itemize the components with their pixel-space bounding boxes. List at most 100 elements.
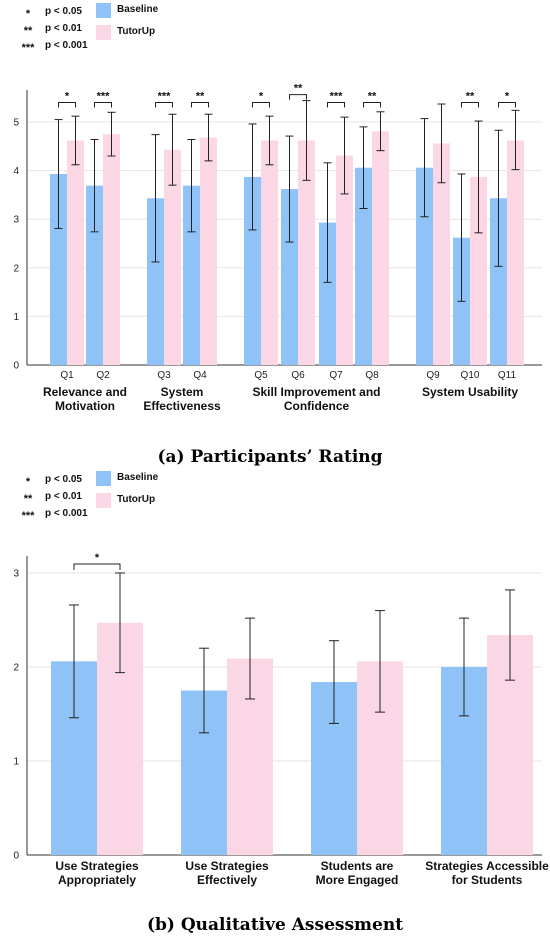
legend-pvalue-label: p < 0.05 [45,6,82,17]
legend-series-label: TutorUp [117,26,155,37]
group-label: System Usability [422,385,518,399]
significance-bracket [327,102,345,108]
bar-baseline [355,167,372,365]
significance-bracket [94,102,112,108]
bar-tutorup [507,140,524,365]
legend-pvalue-label: p < 0.01 [45,491,82,502]
bar-baseline [319,222,336,365]
x-category-label: Effectively [197,873,257,887]
significance-stars: ** [294,83,303,95]
legend-pvalue-label: p < 0.001 [45,40,88,51]
significance-stars: * [65,91,70,103]
x-tick-label: Q9 [426,370,440,381]
y-tick-label: 1 [13,312,19,323]
bar-baseline [416,167,433,365]
legend-series-label: TutorUp [117,494,155,505]
y-tick-label: 5 [13,118,19,129]
bar-tutorup [261,140,278,365]
significance-bracket [363,102,381,108]
x-tick-label: Q3 [157,370,171,381]
y-tick-label: 2 [13,663,19,674]
group-label: Motivation [55,399,115,413]
x-category-label: Appropriately [58,873,136,887]
bar-baseline [244,176,261,365]
bar-baseline [281,189,298,365]
legend-series-label: Baseline [117,472,159,483]
y-tick-label: 3 [13,215,19,226]
bar-baseline [50,174,67,365]
x-tick-label: Q4 [193,370,207,381]
legend-swatch-tutorup [96,493,111,508]
legend-stars: * [26,476,31,488]
significance-stars: ** [368,91,377,103]
significance-stars: * [259,91,264,103]
significance-stars: ** [466,91,475,103]
x-tick-label: Q11 [498,370,517,381]
significance-bracket [498,102,516,108]
group-label: Effectiveness [143,399,221,413]
bar-tutorup [433,143,450,365]
x-tick-label: Q2 [96,370,110,381]
legend-stars: * [26,8,31,20]
x-tick-label: Q7 [329,370,343,381]
significance-bracket [461,102,479,108]
group-label: Relevance and [43,385,127,399]
group-label: System [161,385,204,399]
y-tick-label: 4 [13,166,19,177]
x-tick-label: Q1 [60,370,74,381]
bar-baseline [490,198,507,365]
x-tick-label: Q10 [461,370,480,381]
significance-bracket [289,94,307,100]
x-tick-label: Q6 [291,370,305,381]
y-tick-label: 0 [13,851,19,862]
caption-participants-rating: (a) Participants’ Rating [157,447,382,467]
legend-pvalue-label: p < 0.05 [45,474,82,485]
x-tick-label: Q8 [365,370,379,381]
bar-tutorup [103,134,120,365]
legend-swatch-tutorup [96,25,111,40]
legend-stars: ** [24,25,33,37]
significance-bracket [58,102,76,108]
bar-tutorup [336,155,353,365]
bar-baseline [183,185,200,365]
legend-swatch-baseline [96,471,111,486]
y-tick-label: 0 [13,361,19,372]
x-category-label: Students are [321,859,394,873]
y-tick-label: 3 [13,569,19,580]
legend-stars: ** [24,493,33,505]
significance-bracket [73,563,121,570]
x-category-label: for Students [452,873,523,887]
significance-bracket [155,102,173,108]
group-label: Skill Improvement and [252,385,380,399]
significance-stars: *** [330,91,344,103]
legend-pvalue-label: p < 0.001 [45,508,88,519]
chart-participants-rating: * p < 0.05** p < 0.01*** p < 0.001BaselineT… [13,3,542,413]
bar-tutorup [164,149,181,365]
x-category-label: Use Strategies [185,859,269,873]
bar-tutorup [298,140,315,365]
y-tick-label: 2 [13,263,19,274]
significance-stars: *** [97,91,111,103]
bar-baseline [147,198,164,365]
chart-qualitative-assessment: * p < 0.05 ** p < 0.01 *** p < 0.001 Baseline T… [13,471,549,887]
legend-stars: *** [22,510,36,522]
legend-stars: *** [22,42,36,54]
legend-pvalue-label: p < 0.01 [45,23,82,34]
group-label: Confidence [284,399,350,413]
legend-swatch-baseline [96,3,111,18]
significance-bracket [191,102,209,108]
bar-tutorup [372,131,389,365]
bar-tutorup [470,176,487,365]
bar-tutorup [200,137,217,365]
bar-tutorup [67,140,84,365]
significance-stars: *** [158,91,172,103]
caption-qualitative-assessment: (b) Qualitative Assessment [147,915,403,935]
x-category-label: Strategies Accessible [425,859,549,873]
legend-series-label: Baseline [117,4,159,15]
significance-stars: * [505,91,510,103]
x-category-label: More Engaged [316,873,399,887]
y-tick-label: 1 [13,757,19,768]
significance-stars: * [95,552,100,564]
significance-stars: ** [196,91,205,103]
